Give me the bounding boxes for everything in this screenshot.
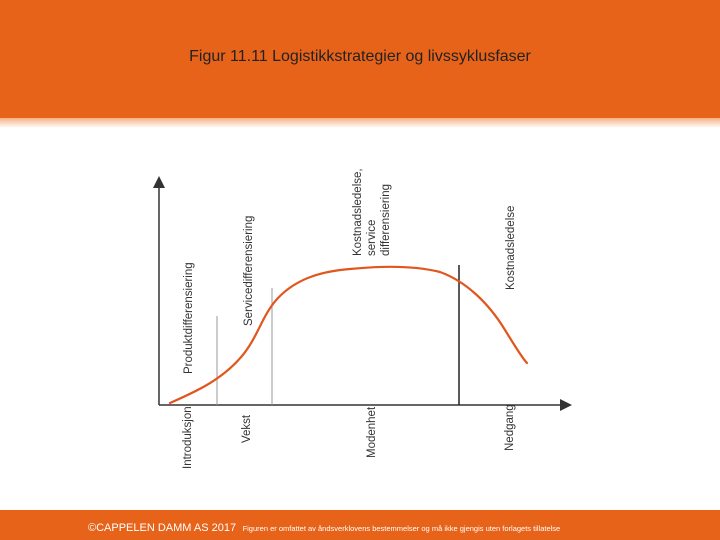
strategy-label-growth: Servicedifferensiering (243, 216, 255, 326)
strategy-label-introduction: Produktdifferensiering (183, 262, 195, 374)
strategy-label-maturity-line3: differensiering (380, 184, 392, 256)
phase-label-introduction: Introduksjon (182, 406, 194, 469)
footer-bar: ©CAPPELEN DAMM AS 2017 Figuren er omfatt… (0, 510, 720, 540)
lifecycle-curve (168, 265, 529, 405)
footer-note: Figuren er omfattet av åndsverklovens be… (242, 524, 561, 533)
page-title: Figur 11.11 Logistikkstrategier og livss… (189, 48, 531, 65)
footer-text: ©CAPPELEN DAMM AS 2017 Figuren er omfatt… (88, 518, 560, 536)
strategy-label-decline: Kostnadsledelse (505, 206, 517, 290)
phase-label-decline: Nedgang (504, 404, 516, 451)
strategy-label-maturity-line1: Kostnadsledelse, (352, 168, 364, 256)
phase-label-growth: Vekst (241, 414, 253, 443)
header-shadow (0, 118, 720, 128)
footer-copyright: ©CAPPELEN DAMM AS 2017 (88, 522, 237, 534)
header-bar (0, 0, 720, 118)
phase-label-maturity: Modenhet (366, 406, 378, 458)
strategy-label-maturity-line2: service (366, 220, 378, 256)
